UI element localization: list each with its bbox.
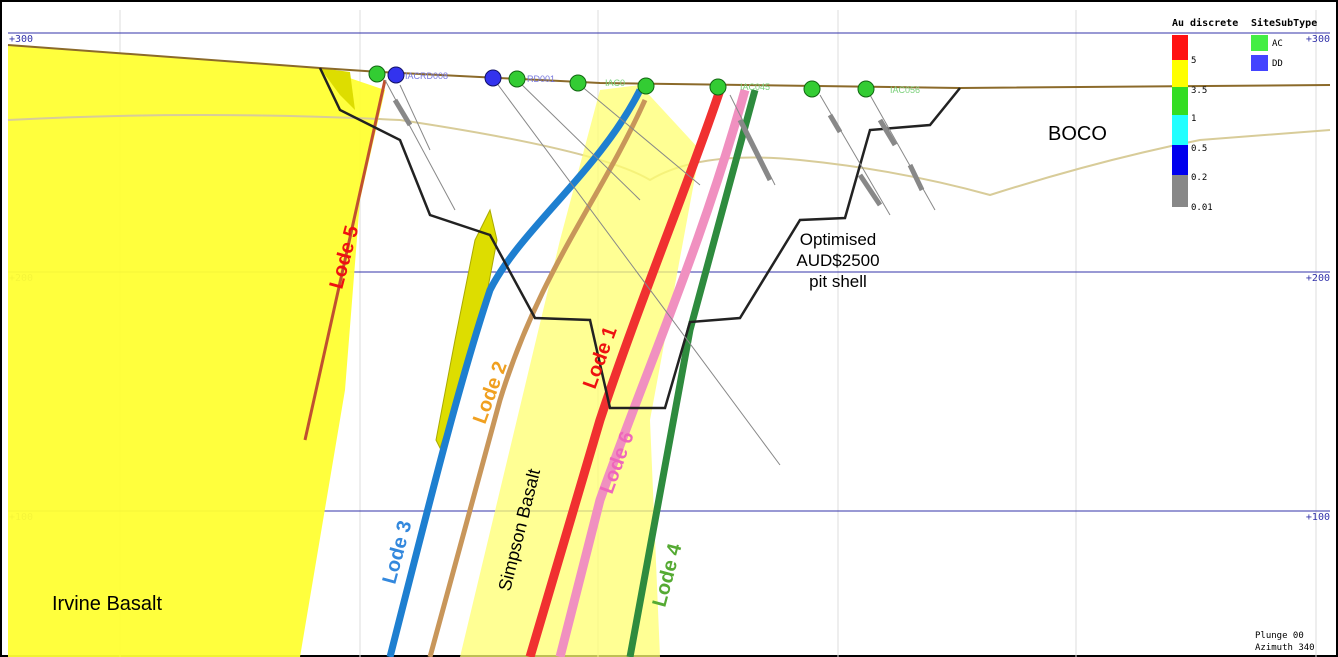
irvine-label: Irvine Basalt xyxy=(52,593,162,615)
legend-label: AC xyxy=(1272,39,1283,49)
yellow-lens xyxy=(435,208,498,450)
legend-label: 5 xyxy=(1191,56,1196,66)
legend-label: 0.2 xyxy=(1191,173,1207,183)
pit-label: Optimised xyxy=(800,230,877,249)
legend-swatch xyxy=(1251,35,1268,51)
elevation-label: +100 xyxy=(1306,512,1330,523)
legend-label: 1 xyxy=(1191,114,1196,124)
legend-title: Au discrete xyxy=(1172,17,1238,29)
lode-3 xyxy=(386,88,644,657)
boco-label: BOCO xyxy=(1048,123,1107,145)
elevation-label: +200 xyxy=(1306,273,1330,284)
legend-label: 3.5 xyxy=(1191,86,1207,96)
simpson-basalt xyxy=(460,85,700,657)
view-info: Azimuth 340 xyxy=(1255,643,1315,653)
lode-5 xyxy=(303,79,387,441)
lode-2 xyxy=(427,98,648,657)
elevation-label: +300 xyxy=(9,34,33,45)
hole-label: IAC0 xyxy=(605,78,625,88)
pit-label: pit shell xyxy=(809,272,867,291)
lode-6 xyxy=(555,88,750,657)
elevation-label: +300 xyxy=(1306,34,1330,45)
lode-4 xyxy=(626,89,759,657)
pit-shell xyxy=(318,67,961,410)
au-scale xyxy=(1172,35,1188,207)
irvine-basalt xyxy=(8,45,385,657)
view-info: Plunge 00 xyxy=(1255,631,1304,641)
assay-intervals xyxy=(392,98,925,207)
hole-label: IACRD008 xyxy=(405,71,448,81)
hole-label: IAC056 xyxy=(890,85,920,95)
legend-title: SiteSubType xyxy=(1251,17,1317,29)
irvine-edge xyxy=(320,68,355,110)
collars xyxy=(368,65,875,98)
legend-label: 0.01 xyxy=(1191,203,1213,213)
hole-label: IAC045 xyxy=(740,82,770,92)
lode-1 xyxy=(525,88,725,657)
legend-label: DD xyxy=(1272,59,1283,69)
legend-swatch xyxy=(1251,55,1268,71)
hole-label: RD001 xyxy=(527,74,555,84)
legend-label: 0.5 xyxy=(1191,144,1207,154)
pit-label: AUD$2500 xyxy=(796,251,879,270)
